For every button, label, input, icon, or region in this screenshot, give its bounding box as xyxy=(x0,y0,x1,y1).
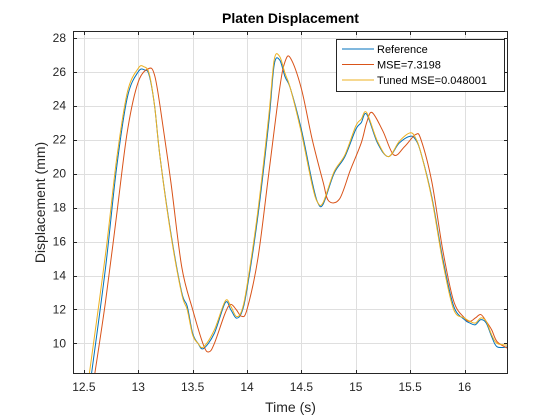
x-axis-label: Time (s) xyxy=(265,399,316,415)
y-tick-label: 26 xyxy=(53,65,67,79)
y-tick-label: 14 xyxy=(53,269,67,283)
y-tick-label: 18 xyxy=(53,201,67,215)
legend-label-1: MSE=7.3198 xyxy=(377,60,441,72)
y-tick-label: 12 xyxy=(53,302,67,316)
y-tick-label: 28 xyxy=(53,31,67,45)
y-tick-label: 22 xyxy=(53,133,67,147)
x-tick-label: 14.5 xyxy=(290,380,314,394)
x-tick-label: 16 xyxy=(458,380,472,394)
y-tick-label: 10 xyxy=(53,336,67,350)
series-line-1 xyxy=(94,55,508,374)
axis-ticks xyxy=(73,31,508,374)
legend-label-2: Tuned MSE=0.048001 xyxy=(377,75,487,87)
x-tick-label: 13 xyxy=(132,380,146,394)
series-line-2 xyxy=(88,53,508,374)
x-tick-label: 15.5 xyxy=(398,380,422,394)
x-tick-label: 15 xyxy=(349,380,363,394)
x-tick-label: 14 xyxy=(240,380,254,394)
plot-frame xyxy=(73,31,508,374)
axis-tick-labels: 12.5 13 13.5 14 14.5 15 15.5 16 10 12 14 16 18 20 22 24… xyxy=(53,31,472,394)
legend-label-0: Reference xyxy=(377,44,428,56)
legend-box xyxy=(336,39,505,92)
y-tick-label: 20 xyxy=(53,167,67,181)
y-tick-label: 24 xyxy=(53,99,67,113)
x-tick-label: 13.5 xyxy=(181,380,205,394)
x-tick-label: 12.5 xyxy=(72,380,96,394)
y-tick-label: 16 xyxy=(53,235,67,249)
series-layer xyxy=(88,53,508,374)
legend: Reference MSE=7.3198 Tuned MSE=0.048001 xyxy=(336,39,505,92)
y-axis-label: Displacement (mm) xyxy=(32,142,48,263)
chart-title: Platen Displacement xyxy=(222,10,359,26)
